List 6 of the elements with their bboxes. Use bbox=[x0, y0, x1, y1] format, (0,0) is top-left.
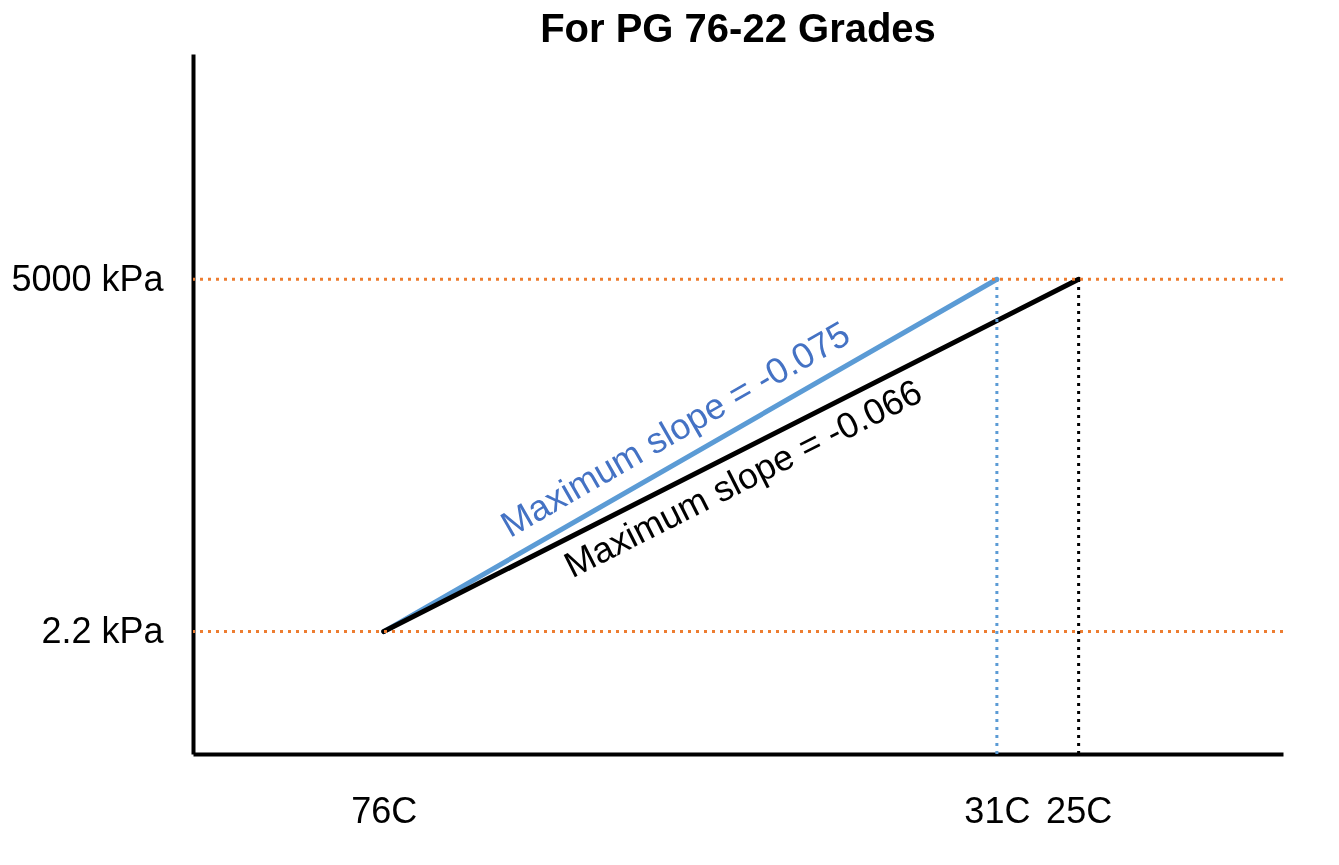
x-tick-label: 76C bbox=[351, 789, 418, 831]
y-tick-label: 5000 kPa bbox=[11, 257, 165, 299]
chart-title: For PG 76-22 Grades bbox=[540, 6, 936, 50]
x-tick-label: 25C bbox=[1046, 789, 1113, 831]
x-tick-label: 31C bbox=[964, 789, 1031, 831]
y-tick-label: 2.2 kPa bbox=[41, 610, 165, 652]
